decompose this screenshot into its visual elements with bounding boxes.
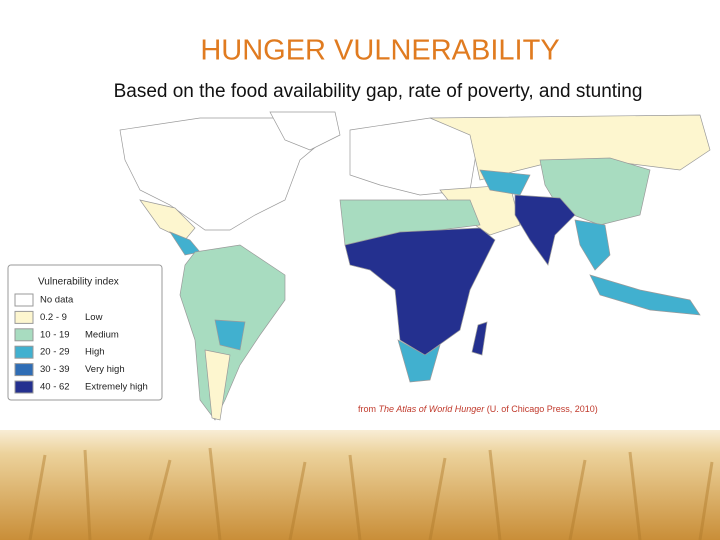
wheat-stalks <box>28 447 714 540</box>
mexico <box>139 199 196 241</box>
legend-label: Low <box>85 312 103 323</box>
legend-swatch <box>14 363 34 377</box>
title: HUNGER VULNERABILITY <box>200 35 559 67</box>
legend-swatch <box>14 310 34 324</box>
legend-swatch <box>14 380 34 394</box>
legend-range: 0.2 - 9 <box>40 312 67 323</box>
source-prefix: from <box>358 404 376 414</box>
madagascar <box>471 321 488 356</box>
legend-swatch <box>14 328 34 342</box>
legend-range: 40 - 62 <box>40 382 70 393</box>
legend-range: 20 - 29 <box>40 347 70 358</box>
argentina <box>204 349 231 421</box>
legend: Vulnerability index No data 0.2 - 9 Low 10 … <box>7 264 163 401</box>
greenland <box>269 111 341 151</box>
wheat-background <box>0 425 720 540</box>
source-book: The Atlas of World Hunger <box>379 404 486 414</box>
legend-range: 30 - 39 <box>40 364 70 375</box>
legend-label: Medium <box>85 329 119 340</box>
legend-rows: No data 0.2 - 9 Low 10 - 19 Medium 20 - 29 Hig… <box>14 293 148 394</box>
legend-swatch <box>14 345 34 359</box>
legend-label: Extremely high <box>85 382 148 393</box>
world-map <box>119 111 711 421</box>
source-caption: from The Atlas of World Hunger (U. of Ch… <box>358 404 598 414</box>
legend-range: No data <box>40 295 74 306</box>
source-publisher: (U. of Chicago Press, 2010) <box>487 404 598 414</box>
indonesia <box>589 274 701 316</box>
legend-title: Vulnerability index <box>38 277 119 288</box>
legend-box <box>7 264 163 401</box>
subtitle: Based on the food availability gap, rate… <box>114 81 643 102</box>
bolivia <box>214 319 246 351</box>
south-asia <box>514 194 576 266</box>
legend-swatch <box>14 293 34 307</box>
legend-label: High <box>85 347 105 358</box>
southeast-asia <box>574 219 611 271</box>
legend-label: Very high <box>85 364 125 375</box>
southern-africa <box>397 339 441 383</box>
legend-range: 10 - 19 <box>40 329 70 340</box>
central-africa <box>344 227 496 356</box>
